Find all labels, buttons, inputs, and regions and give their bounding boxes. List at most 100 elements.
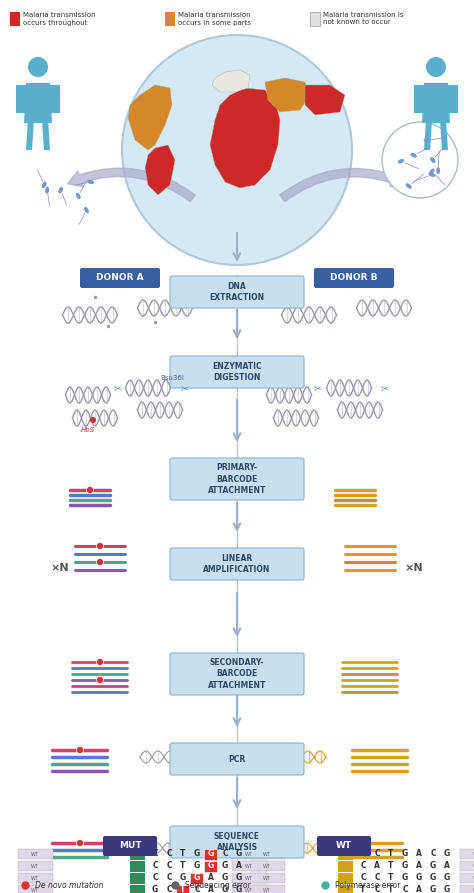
FancyBboxPatch shape [170, 548, 304, 580]
Text: A: A [416, 886, 422, 893]
Bar [250, 849, 285, 859]
Circle shape [97, 543, 103, 549]
Text: DNA
EXTRACTION: DNA EXTRACTION [210, 282, 264, 302]
Polygon shape [422, 83, 450, 123]
Text: G: G [194, 849, 200, 858]
Text: C: C [402, 886, 408, 893]
Text: G: G [402, 862, 408, 871]
Text: WT: WT [31, 852, 39, 856]
FancyBboxPatch shape [170, 458, 304, 500]
Text: WT: WT [245, 888, 253, 892]
Text: A: A [444, 862, 450, 871]
Bar [338, 861, 353, 872]
Bar [10, 12, 20, 26]
Ellipse shape [84, 207, 89, 213]
Ellipse shape [406, 183, 412, 188]
Text: G: G [194, 873, 200, 882]
Text: SECONDARY-
BARCODE
ATTACHMENT: SECONDARY- BARCODE ATTACHMENT [208, 658, 266, 689]
Text: C: C [430, 849, 436, 858]
Ellipse shape [58, 187, 63, 194]
Bar [204, 861, 217, 872]
Text: T: T [388, 886, 394, 893]
Text: T: T [388, 849, 394, 858]
Text: WT: WT [473, 888, 474, 892]
Text: G: G [402, 849, 408, 858]
Text: C: C [374, 873, 380, 882]
Text: SEQUENCE
ANALYSIS: SEQUENCE ANALYSIS [214, 832, 260, 852]
Text: WT: WT [263, 852, 271, 856]
Circle shape [86, 487, 93, 494]
Text: G: G [430, 873, 436, 882]
Circle shape [76, 839, 83, 847]
Text: G: G [236, 873, 242, 882]
Text: C: C [152, 873, 158, 882]
Text: T: T [388, 862, 394, 871]
Text: ✂: ✂ [381, 383, 389, 393]
Bar [18, 885, 53, 893]
FancyArrowPatch shape [67, 168, 195, 202]
Ellipse shape [430, 157, 436, 163]
Ellipse shape [45, 187, 49, 194]
Text: C: C [166, 849, 172, 858]
FancyBboxPatch shape [170, 356, 304, 388]
Text: DONOR B: DONOR B [330, 273, 378, 282]
Circle shape [382, 122, 458, 198]
Bar [232, 849, 267, 859]
Bar [460, 885, 474, 893]
Text: A: A [416, 849, 422, 858]
Text: G: G [194, 862, 200, 871]
Text: G: G [208, 849, 214, 858]
Text: Bsu36I: Bsu36I [160, 375, 184, 381]
Polygon shape [16, 85, 26, 113]
Bar [190, 873, 203, 884]
Bar [250, 861, 285, 871]
Text: C: C [374, 849, 380, 858]
Text: Malaria transmission
occurs in some parts: Malaria transmission occurs in some part… [178, 12, 251, 26]
Text: Malaria transmission is
not known to occur: Malaria transmission is not known to occ… [323, 12, 403, 26]
Text: C: C [166, 886, 172, 893]
Bar [130, 861, 145, 872]
Text: WT: WT [245, 875, 253, 880]
Ellipse shape [87, 179, 94, 184]
Text: WT: WT [31, 888, 39, 892]
FancyBboxPatch shape [170, 276, 304, 308]
Text: G: G [444, 849, 450, 858]
Text: G: G [416, 873, 422, 882]
Text: PRIMARY-
BARCODE
ATTACHMENT: PRIMARY- BARCODE ATTACHMENT [208, 463, 266, 495]
Text: WT: WT [473, 864, 474, 869]
Polygon shape [265, 78, 310, 112]
FancyBboxPatch shape [170, 743, 304, 775]
FancyBboxPatch shape [103, 836, 157, 856]
Polygon shape [24, 83, 52, 123]
Bar [130, 873, 145, 884]
Bar [338, 873, 353, 884]
Text: C: C [152, 849, 158, 858]
Ellipse shape [398, 159, 404, 163]
Text: G: G [152, 886, 158, 893]
Bar [310, 12, 320, 26]
Text: G: G [222, 862, 228, 871]
Text: WT: WT [245, 852, 253, 856]
Circle shape [76, 747, 83, 754]
Text: WT: WT [31, 864, 39, 869]
Text: G: G [236, 886, 242, 893]
Text: WT: WT [245, 864, 253, 869]
Bar [165, 12, 175, 26]
Text: ×N: ×N [405, 563, 423, 573]
Polygon shape [424, 120, 432, 150]
Text: ENZYMATIC
DIGESTION: ENZYMATIC DIGESTION [212, 362, 262, 382]
Text: T: T [180, 849, 186, 858]
FancyBboxPatch shape [314, 268, 394, 288]
Text: C: C [360, 849, 366, 858]
Ellipse shape [424, 138, 430, 142]
Text: WT: WT [336, 841, 352, 850]
Ellipse shape [428, 172, 435, 177]
Text: A: A [208, 873, 214, 882]
Text: C: C [166, 873, 172, 882]
Bar [232, 861, 267, 871]
Text: T: T [180, 886, 186, 893]
Bar [338, 885, 353, 893]
Circle shape [426, 57, 446, 77]
Text: T: T [388, 873, 394, 882]
Circle shape [90, 417, 96, 423]
